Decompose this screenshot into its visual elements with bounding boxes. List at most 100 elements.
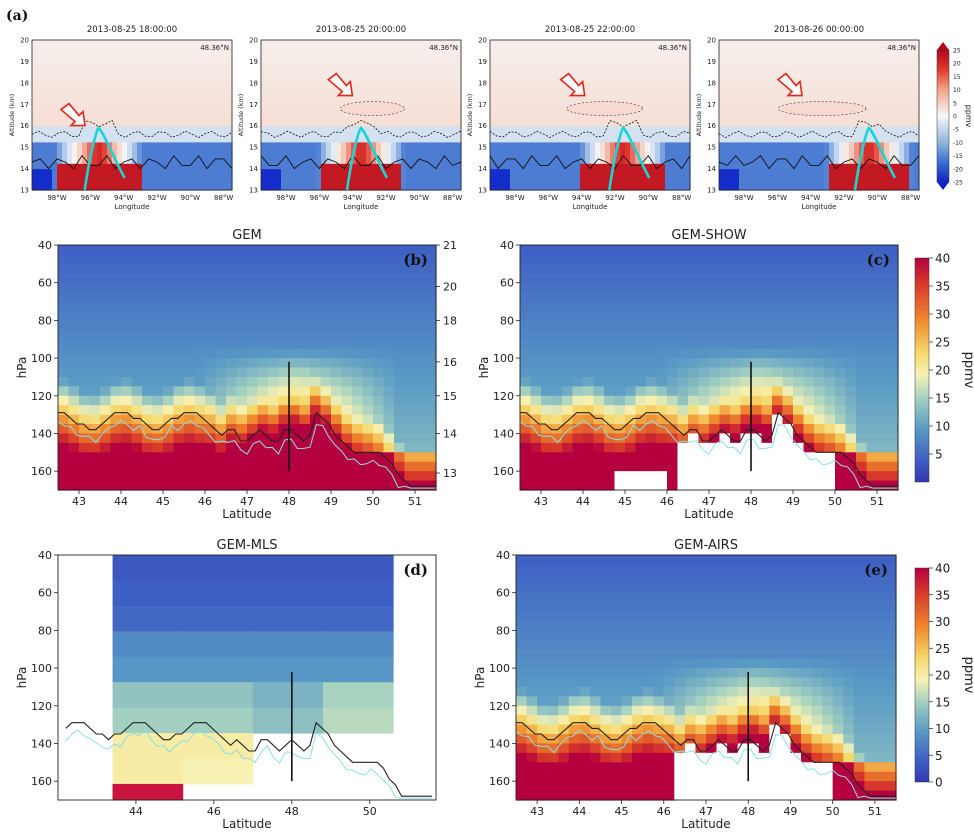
heat-cell bbox=[52, 136, 58, 143]
heat-cell bbox=[152, 136, 158, 143]
heat-cell bbox=[281, 168, 287, 175]
heat-cell bbox=[680, 98, 686, 105]
heat-cell bbox=[550, 50, 556, 57]
heat-cell bbox=[311, 168, 317, 175]
heat-cell bbox=[431, 136, 437, 143]
heat-cell bbox=[789, 141, 795, 148]
heat-cell bbox=[540, 109, 546, 116]
heat-cell bbox=[824, 136, 830, 143]
heat-cell bbox=[789, 50, 795, 57]
heat-cell bbox=[172, 40, 178, 46]
heat-cell bbox=[426, 45, 432, 52]
heat-cell bbox=[510, 179, 516, 186]
heat-cell bbox=[894, 40, 900, 46]
heat-cell bbox=[217, 115, 223, 121]
heat-cell bbox=[570, 147, 576, 154]
heat-cell bbox=[82, 77, 88, 84]
heat-cell bbox=[67, 93, 73, 100]
heat-cell bbox=[859, 115, 865, 121]
heat-cell bbox=[869, 184, 875, 191]
heat-cell bbox=[167, 66, 173, 73]
heat-cell bbox=[899, 163, 905, 170]
heat-cell bbox=[107, 131, 113, 138]
heat-cell bbox=[157, 45, 163, 52]
heat-cell bbox=[675, 147, 681, 154]
heat-cell bbox=[194, 433, 206, 444]
heat-cell bbox=[814, 120, 820, 127]
heat-cell bbox=[77, 179, 83, 186]
heat-cell bbox=[605, 168, 611, 175]
heat-cell bbox=[157, 179, 163, 186]
heat-cell bbox=[147, 56, 153, 63]
heat-cell bbox=[182, 141, 188, 148]
heat-cell bbox=[182, 61, 188, 68]
heat-cell bbox=[416, 50, 422, 57]
heat-cell bbox=[261, 173, 267, 180]
heat-cell bbox=[729, 120, 735, 127]
heat-cell bbox=[351, 141, 357, 148]
heat-cell bbox=[515, 168, 521, 175]
heat-cell bbox=[391, 141, 397, 148]
heat-cell bbox=[396, 98, 402, 105]
heat-cell bbox=[194, 254, 206, 265]
heat-cell bbox=[167, 98, 173, 105]
heat-cell bbox=[163, 405, 175, 416]
heat-cell bbox=[734, 40, 740, 46]
heat-cell bbox=[849, 152, 855, 159]
heat-cell bbox=[889, 72, 895, 79]
heat-cell bbox=[197, 61, 203, 68]
heat-cell bbox=[286, 45, 292, 52]
heat-cell bbox=[296, 173, 302, 180]
heat-cell bbox=[620, 72, 626, 79]
heat-cell bbox=[784, 152, 790, 159]
heat-cell bbox=[819, 168, 825, 175]
heat-cell bbox=[205, 471, 217, 482]
heat-cell bbox=[595, 152, 601, 159]
heat-cell bbox=[301, 40, 307, 46]
heat-cell bbox=[754, 120, 760, 127]
heat-cell bbox=[32, 109, 38, 116]
heat-cell bbox=[172, 179, 178, 186]
heat-cell bbox=[650, 131, 656, 138]
heat-cell bbox=[207, 115, 213, 121]
heat-cell bbox=[127, 98, 133, 105]
heat-cell bbox=[670, 152, 676, 159]
heat-cell bbox=[630, 61, 636, 68]
heat-cell bbox=[346, 125, 352, 132]
heat-cell bbox=[495, 168, 501, 175]
heat-cell bbox=[336, 152, 342, 159]
heat-cell bbox=[655, 120, 661, 127]
heat-cell bbox=[530, 56, 536, 63]
heat-cell bbox=[655, 163, 661, 170]
heat-cell bbox=[824, 56, 830, 63]
heat-cell bbox=[804, 56, 810, 63]
heat-cell bbox=[107, 120, 113, 127]
heat-cell bbox=[205, 348, 217, 359]
heat-cell bbox=[301, 163, 307, 170]
heat-cell bbox=[227, 147, 233, 154]
heat-cell bbox=[281, 56, 287, 63]
heat-cell bbox=[864, 98, 870, 105]
heat-cell bbox=[655, 184, 661, 191]
heat-cell bbox=[565, 109, 571, 116]
heat-cell bbox=[107, 173, 113, 180]
heat-cell bbox=[416, 45, 422, 52]
heat-cell bbox=[874, 50, 880, 57]
heat-cell bbox=[184, 254, 196, 265]
heat-cell bbox=[456, 168, 462, 175]
heat-cell bbox=[620, 109, 626, 116]
heat-cell bbox=[361, 173, 367, 180]
heat-cell bbox=[207, 163, 213, 170]
heat-cell bbox=[510, 173, 516, 180]
heat-cell bbox=[744, 120, 750, 127]
heat-cell bbox=[819, 45, 825, 52]
heat-cell bbox=[889, 109, 895, 116]
heat-cell bbox=[57, 82, 63, 89]
heat-cell bbox=[281, 98, 287, 105]
heat-cell bbox=[605, 109, 611, 116]
heat-cell bbox=[52, 168, 58, 175]
heat-cell bbox=[734, 104, 740, 111]
heat-cell bbox=[331, 56, 337, 63]
heat-cell bbox=[814, 104, 820, 111]
heat-cell bbox=[396, 88, 402, 95]
